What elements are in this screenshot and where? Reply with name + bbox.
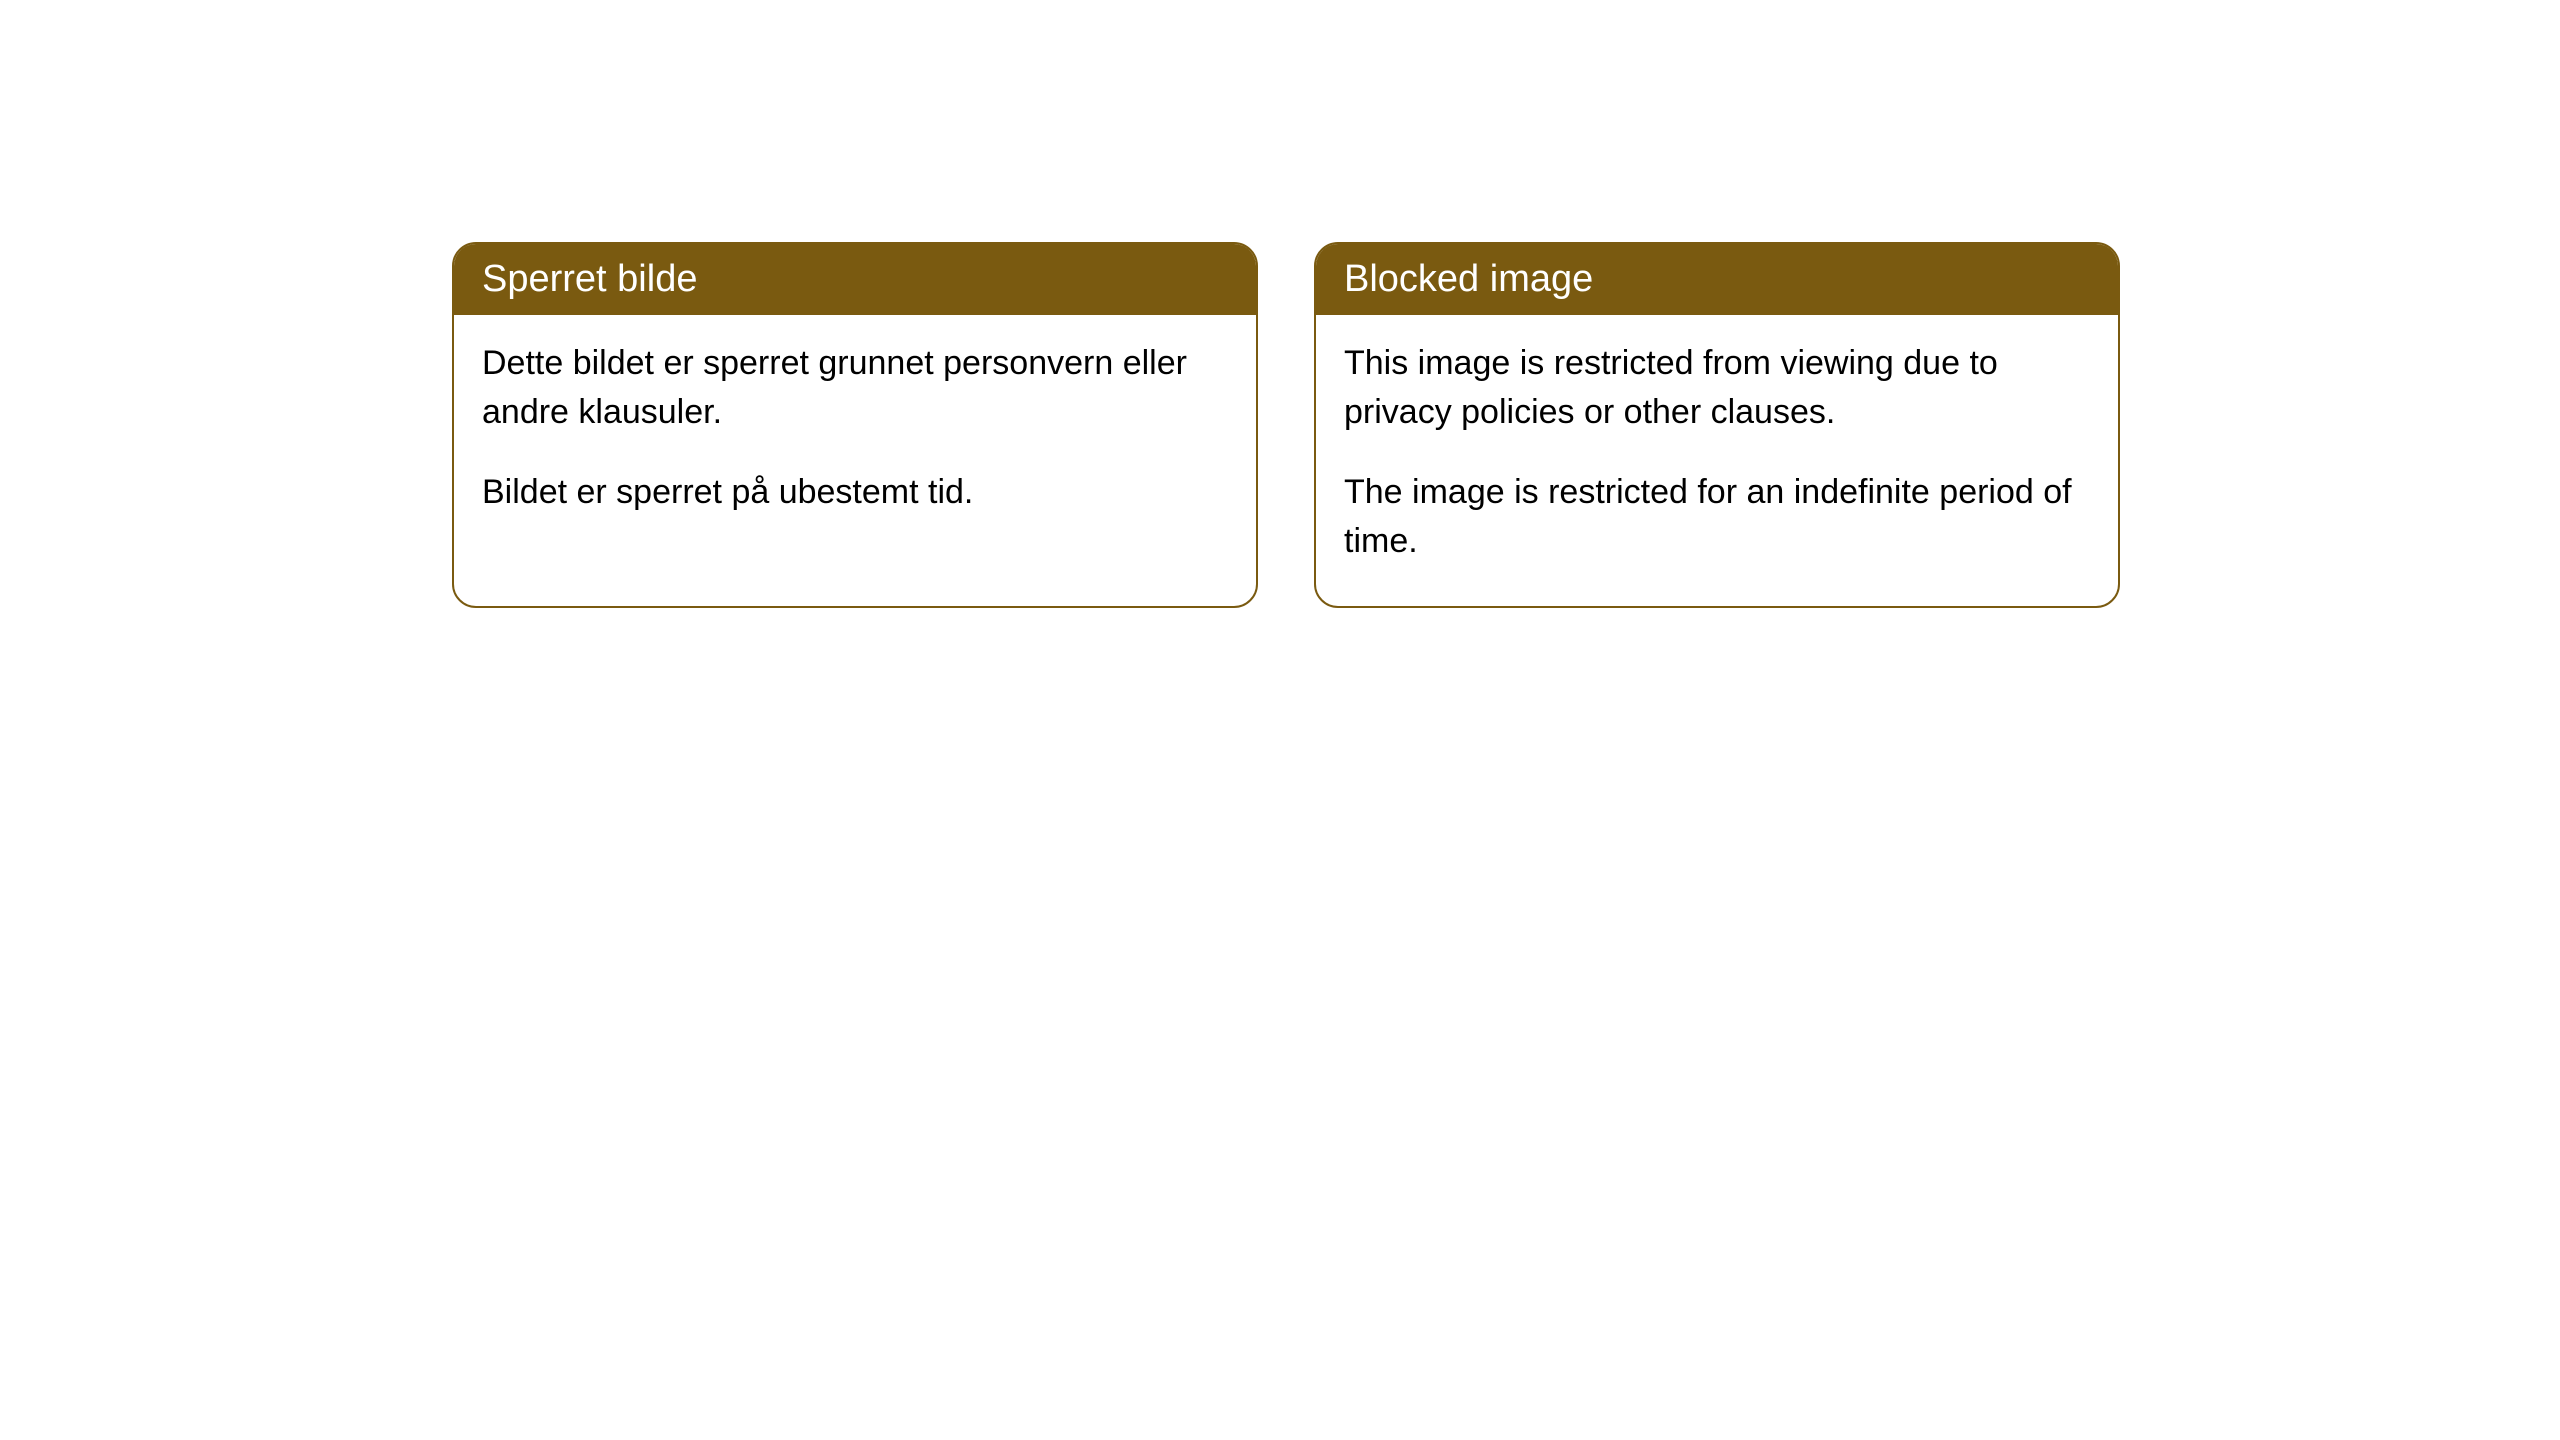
card-paragraph: Dette bildet er sperret grunnet personve… (482, 339, 1228, 438)
card-header: Sperret bilde (454, 244, 1256, 315)
notice-card-english: Blocked image This image is restricted f… (1314, 242, 2120, 608)
notice-cards-container: Sperret bilde Dette bildet er sperret gr… (452, 242, 2120, 608)
card-body: Dette bildet er sperret grunnet personve… (454, 315, 1256, 557)
card-paragraph: This image is restricted from viewing du… (1344, 339, 2090, 438)
card-paragraph: Bildet er sperret på ubestemt tid. (482, 468, 1228, 517)
notice-card-norwegian: Sperret bilde Dette bildet er sperret gr… (452, 242, 1258, 608)
card-paragraph: The image is restricted for an indefinit… (1344, 468, 2090, 567)
card-body: This image is restricted from viewing du… (1316, 315, 2118, 606)
card-title: Blocked image (1344, 258, 1593, 300)
card-title: Sperret bilde (482, 258, 697, 300)
card-header: Blocked image (1316, 244, 2118, 315)
